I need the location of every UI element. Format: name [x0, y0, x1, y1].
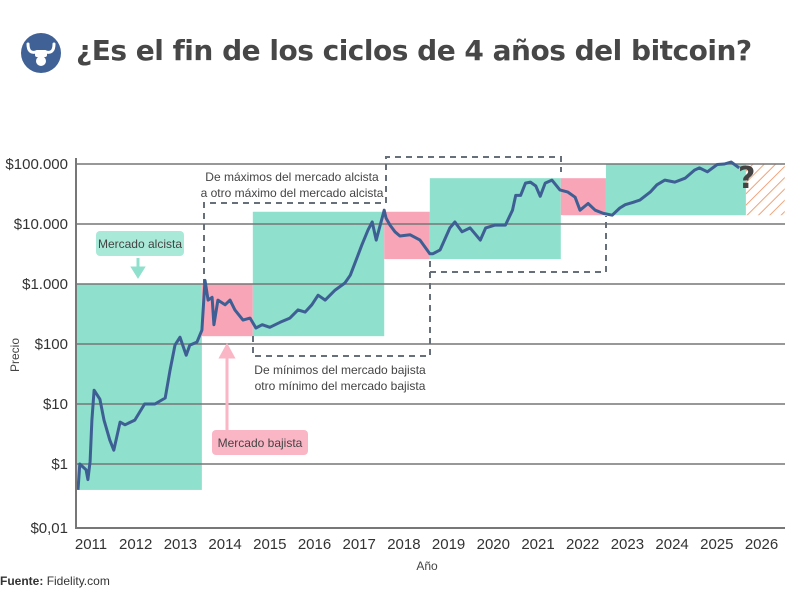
bull-fist-icon [20, 32, 62, 79]
peak-to-peak-bracket [203, 156, 562, 285]
y-axis-label: Precio [8, 338, 22, 372]
y-tick-labels: $100.000 $10.000 $1.000 $100 $10 $1 $0,01 [5, 156, 68, 537]
bear-market-region [560, 178, 606, 216]
x-tick-label: 2020 [477, 536, 510, 553]
x-tick-label: 2013 [164, 536, 197, 553]
lows-annotation-line2: otro mínimo del mercado bajista [255, 379, 426, 393]
projection-question-mark: ? [738, 161, 755, 196]
x-tick-label: 2012 [119, 536, 152, 553]
x-tick-label: 2018 [387, 536, 420, 553]
bull-label-box [96, 231, 184, 256]
source-label: Fuente: [0, 574, 44, 588]
dashed-brackets [203, 156, 607, 357]
x-tick-label: 2024 [655, 536, 688, 553]
source-note: Fuente: Fidelity.com [0, 574, 110, 588]
y-tick-label: $100.000 [5, 156, 68, 173]
page-title: ¿Es el fin de los ciclos de 4 años del b… [76, 34, 752, 67]
projection-market-region [745, 164, 785, 216]
bear-label-box [212, 430, 308, 455]
bull-market-region [75, 284, 202, 490]
x-tick-label: 2019 [432, 536, 465, 553]
x-tick-label: 2026 [745, 536, 778, 553]
bear-market-region [201, 284, 253, 337]
x-tick-labels: 2011 2012 2013 2014 2015 2016 2017 2018 2019 2020… [75, 536, 778, 553]
y-tick-label: $10 [43, 396, 68, 413]
y-tick-label: $0,01 [30, 520, 68, 537]
x-tick-label: 2014 [208, 536, 241, 553]
bear-label: Mercado bajista [218, 436, 303, 450]
price-line [76, 160, 741, 491]
x-tick-label: 2021 [521, 536, 554, 553]
lows-annotation-line1: De mínimos del mercado bajista [254, 363, 426, 377]
y-tick-label: $1.000 [22, 276, 68, 293]
y-tick-label: $100 [35, 336, 68, 353]
x-tick-label: 2017 [343, 536, 376, 553]
market-regions [75, 164, 785, 490]
x-tick-label: 2011 [75, 536, 107, 553]
x-tick-label: 2016 [298, 536, 331, 553]
x-tick-label: 2023 [611, 536, 644, 553]
y-tick-label: $10.000 [14, 216, 68, 233]
x-tick-label: 2022 [566, 536, 599, 553]
bear-arrow-icon [218, 342, 236, 430]
x-tick-label: 2015 [253, 536, 286, 553]
bull-label: Mercado alcista [98, 237, 182, 251]
source-value: Fidelity.com [46, 574, 110, 588]
low-to-low-bracket [252, 216, 607, 357]
x-tick-label: 2025 [700, 536, 733, 553]
y-tick-label: $1 [51, 456, 68, 473]
bull-market-region [605, 164, 746, 216]
bull-arrow-icon [130, 258, 146, 279]
peaks-annotation-line1: De máximos del mercado alcista [205, 170, 379, 184]
bull-market-region [252, 211, 385, 337]
peaks-annotation-line2: a otro máximo del mercado alcista [201, 186, 384, 200]
x-axis-label: Año [416, 559, 438, 573]
